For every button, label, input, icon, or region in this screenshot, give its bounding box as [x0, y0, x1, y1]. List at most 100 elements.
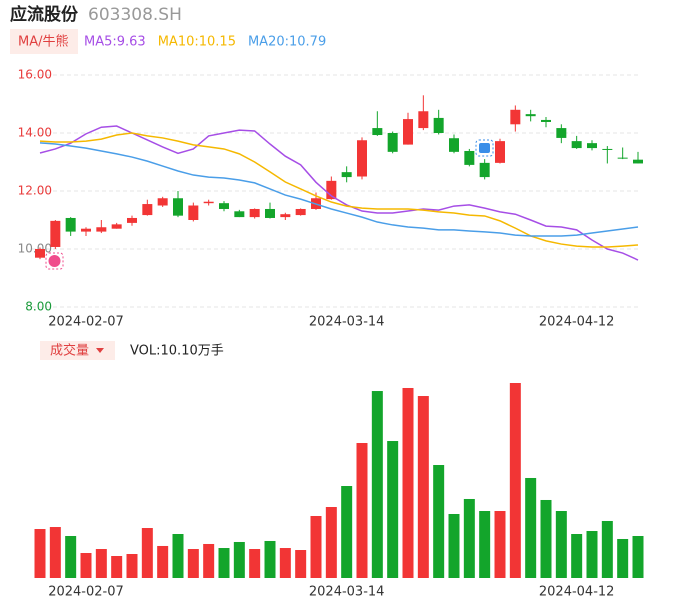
y-tick-label: 12.00	[18, 184, 52, 198]
candle-body	[142, 204, 153, 216]
volume-bar	[80, 553, 92, 578]
candle-body	[617, 157, 628, 159]
ma-button[interactable]: MA/牛熊	[18, 34, 69, 50]
volume-bar	[555, 511, 567, 578]
volume-bar	[463, 498, 475, 578]
candle-body	[96, 227, 107, 232]
volume-bar	[49, 527, 61, 578]
volume-bar	[586, 531, 598, 578]
vol-title: VOL:10.10万手	[130, 344, 224, 359]
y-tick-label: 10.00	[18, 242, 52, 256]
volume-bar	[479, 511, 491, 578]
volume-bar	[433, 465, 445, 578]
candle-body	[173, 198, 183, 216]
volume-bar	[341, 486, 353, 578]
y-tick-label: 8.00	[25, 300, 52, 314]
stock-code: 603308.SH	[88, 5, 182, 25]
volume-bar	[203, 543, 215, 578]
volume-bar	[417, 396, 429, 578]
candle-body	[541, 119, 551, 122]
ma-line	[39, 132, 639, 248]
x-tick-label: 2024-04-12	[539, 585, 615, 600]
legend-entry: MA5:9.63	[84, 35, 146, 50]
volume-bar	[632, 535, 644, 578]
volume-bar	[264, 540, 276, 578]
volume-bar	[356, 443, 368, 578]
volume-bar	[601, 520, 613, 578]
candle-body	[65, 217, 76, 232]
marker-icon	[48, 255, 61, 267]
x-tick-label: 2024-03-14	[309, 315, 385, 330]
candle-body	[326, 180, 337, 200]
volume-bar	[95, 549, 107, 578]
volume-bar	[402, 387, 414, 578]
volume-bar	[310, 515, 322, 578]
volume-bar	[172, 534, 184, 578]
candle-body	[372, 128, 383, 136]
x-tick-label: 2024-02-07	[48, 585, 124, 600]
x-tick-label: 2024-03-14	[309, 585, 385, 600]
vol-button-bg[interactable]	[40, 341, 115, 360]
y-tick-label: 14.00	[18, 126, 52, 140]
candle-body	[265, 208, 275, 218]
candle-body	[525, 114, 536, 117]
vol-button[interactable]: 成交量	[50, 343, 89, 359]
volume-bar	[249, 549, 261, 578]
volume-bar	[111, 556, 123, 578]
volume-bar	[34, 529, 46, 578]
candle-body	[188, 205, 199, 220]
candle-body	[203, 201, 214, 204]
candle-body	[35, 249, 45, 258]
ma-legend: MA5:9.63 MA10:10.15 MA20:10.79	[84, 35, 326, 50]
ma-line	[39, 142, 639, 237]
candle-body	[234, 211, 245, 218]
candle-body	[50, 220, 61, 247]
stock-name: 应流股份	[10, 4, 79, 25]
volume-bar	[65, 535, 77, 578]
candle-body	[403, 119, 413, 145]
candle-body	[219, 203, 229, 209]
ma-line	[39, 125, 639, 261]
candle-body	[633, 159, 643, 164]
marker-icon	[479, 143, 490, 153]
volume-bar	[448, 513, 460, 578]
volume-bar	[141, 528, 153, 578]
volume-bar	[540, 499, 552, 578]
candle-body	[280, 214, 291, 218]
candle-body	[571, 141, 582, 149]
volume-bar	[126, 554, 138, 578]
volume-bar	[233, 541, 245, 578]
candle-body	[495, 141, 505, 163]
candle-body	[81, 228, 91, 232]
volume-bar	[218, 548, 230, 578]
volume-bar	[571, 534, 583, 578]
ma-button-bg[interactable]	[10, 29, 78, 54]
candle-body	[510, 109, 521, 125]
legend-entry: MA20:10.79	[248, 35, 326, 50]
candle-body	[464, 150, 475, 165]
volume-bar	[525, 477, 537, 578]
candle-body	[387, 133, 398, 152]
candle-body	[249, 208, 260, 218]
candle-body	[433, 117, 444, 133]
candle-body	[556, 128, 567, 138]
volume-bar	[295, 550, 307, 578]
volume-bar	[279, 548, 291, 578]
candle-body	[587, 143, 597, 149]
volume-bar	[509, 383, 521, 578]
volume-bar	[617, 538, 629, 578]
candle-body	[341, 172, 352, 178]
candle-body	[418, 111, 429, 129]
y-tick-label: 16.00	[18, 68, 52, 82]
volume-bar	[494, 511, 506, 578]
x-tick-label: 2024-02-07	[48, 315, 124, 330]
volume-bar	[157, 545, 169, 578]
dropdown-arrow[interactable]	[96, 348, 104, 353]
volume-bar	[387, 441, 399, 578]
candle-body	[449, 138, 459, 152]
candle-body	[602, 148, 613, 150]
volume-bar	[371, 391, 383, 578]
volume-bar	[325, 507, 337, 578]
